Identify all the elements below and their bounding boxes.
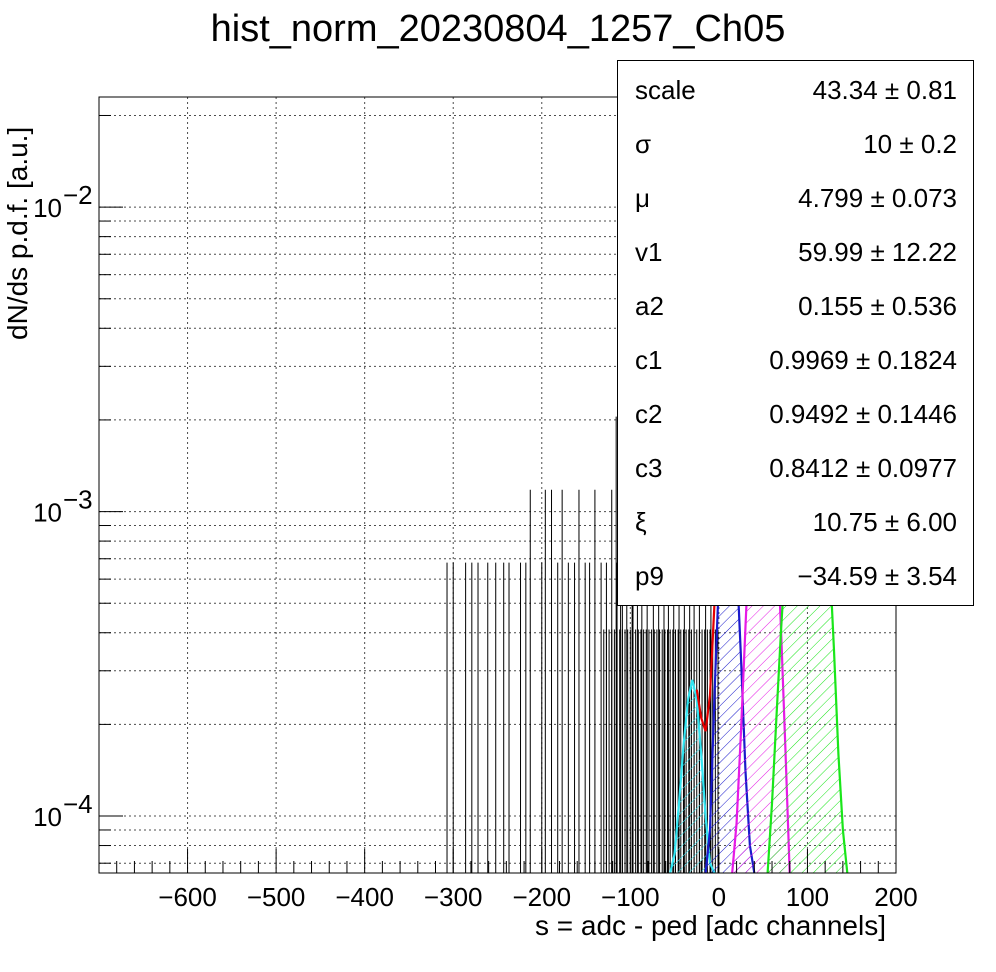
fit-param-name: σ <box>635 129 652 159</box>
fit-param-value: −34.59 ± 3.54 <box>797 561 957 591</box>
fit-param-row: c2 0.9492 ± 0.1446 <box>618 387 973 441</box>
y-tick-label: 10 <box>33 802 62 832</box>
fit-param-row: c3 0.8412 ± 0.0977 <box>618 441 973 495</box>
x-tick-label: −300 <box>424 882 483 912</box>
fit-param-row: σ 10 ± 0.2 <box>618 117 973 171</box>
fit-param-value: 0.9492 ± 0.1446 <box>769 399 957 429</box>
component-fill <box>670 679 715 873</box>
y-tick-label: 10 <box>33 193 62 223</box>
x-tick-label: −500 <box>247 882 306 912</box>
fit-param-name: v1 <box>635 237 663 267</box>
fit-param-row: c1 0.9969 ± 0.1824 <box>618 333 973 387</box>
fit-param-value: 10.75 ± 6.00 <box>812 507 957 537</box>
fit-param-row: μ 4.799 ± 0.073 <box>618 171 973 225</box>
fit-param-row: v1 59.99 ± 12.22 <box>618 225 973 279</box>
y-tick-exponent: −3 <box>63 485 93 515</box>
fit-param-name: a2 <box>635 291 664 321</box>
y-tick-label: 10 <box>33 498 62 528</box>
fit-param-name: ξ <box>635 507 647 537</box>
x-tick-label: −200 <box>512 882 571 912</box>
fit-param-row: scale 43.34 ± 0.81 <box>618 63 973 117</box>
x-tick-label: 0 <box>712 882 726 912</box>
histogram <box>446 416 719 873</box>
fit-param-row: p9 −34.59 ± 3.54 <box>618 549 973 603</box>
fit-param-row: a2 0.155 ± 0.536 <box>618 279 973 333</box>
x-tick-label: −400 <box>335 882 394 912</box>
axis-ticks <box>98 114 897 873</box>
fit-param-name: c2 <box>635 399 663 429</box>
y-axis-label: dN/ds p.d.f. [a.u.] <box>2 126 33 340</box>
fit-param-value: 4.799 ± 0.073 <box>798 183 957 213</box>
x-tick-label: −100 <box>601 882 660 912</box>
component-curve <box>669 679 716 874</box>
fit-param-value: 43.34 ± 0.81 <box>812 75 957 105</box>
fit-param-value: 0.9969 ± 0.1824 <box>769 345 957 375</box>
fit-param-value: 59.99 ± 12.22 <box>798 237 957 267</box>
y-tick-exponent: −4 <box>63 789 93 819</box>
x-tick-label: 200 <box>874 882 917 912</box>
x-tick-label: 100 <box>786 882 829 912</box>
fit-param-name: p9 <box>635 561 664 591</box>
fit-param-row: ξ 10.75 ± 6.00 <box>618 495 973 549</box>
fit-param-value: 0.8412 ± 0.0977 <box>769 453 957 483</box>
fit-param-value: 0.155 ± 0.536 <box>798 291 957 321</box>
y-tick-exponent: −2 <box>63 180 93 210</box>
fit-param-name: c3 <box>635 453 663 483</box>
chart-title: hist_norm_20230804_1257_Ch05 <box>210 8 786 50</box>
fit-stats-box: scale 43.34 ± 0.81 σ 10 ± 0.2 μ 4.799 ± 0.073… <box>617 60 974 606</box>
fit-param-value: 10 ± 0.2 <box>863 129 957 159</box>
x-axis-label: s = adc - ped [adc channels] <box>535 910 886 941</box>
x-tick-label: −600 <box>158 882 217 912</box>
fit-param-name: μ <box>635 183 650 213</box>
fit-param-name: c1 <box>635 345 663 375</box>
fit-param-name: scale <box>635 75 696 105</box>
